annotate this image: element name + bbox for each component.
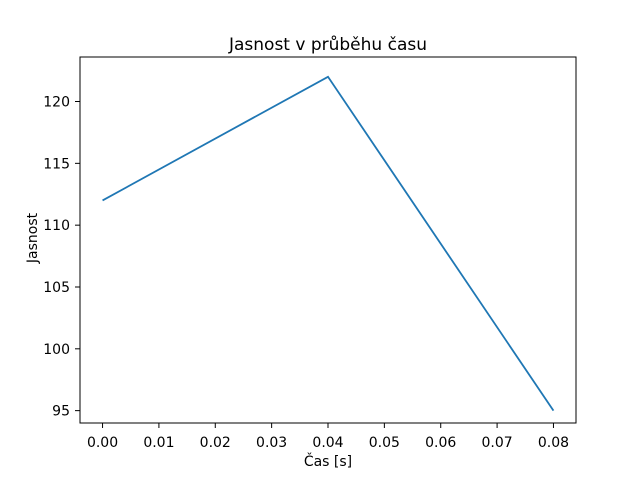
- y-tick-label: 115: [43, 156, 70, 172]
- y-tick-label: 120: [43, 95, 70, 111]
- chart-generated-layer: 0.00 0.01 0.02 0.03 0.04 0.05 0.06 0.07 0.08 95 10…: [43, 56, 577, 451]
- x-tick-label: 0.03: [256, 435, 287, 451]
- x-tick-label: 0.08: [538, 435, 569, 451]
- x-tick-label: 0.02: [200, 435, 231, 451]
- chart-title: Jasnost v průběhu času: [228, 35, 427, 55]
- y-tick-label: 95: [52, 404, 70, 420]
- x-tick-label: 0.07: [482, 435, 513, 451]
- x-tick-label: 0.00: [87, 435, 118, 451]
- x-tick-label: 0.04: [312, 435, 343, 451]
- x-tick-label: 0.05: [369, 435, 400, 451]
- x-axis-label: Čas [s]: [304, 452, 352, 470]
- y-tick-label: 100: [43, 342, 70, 358]
- x-tick-label: 0.01: [143, 435, 174, 451]
- y-tick-label: 110: [43, 218, 70, 234]
- data-line: [102, 75, 555, 412]
- y-axis-label: Jasnost: [25, 212, 41, 264]
- y-tick-label: 105: [43, 280, 70, 296]
- axes-frame: [79, 56, 577, 424]
- x-tick-label: 0.06: [425, 435, 456, 451]
